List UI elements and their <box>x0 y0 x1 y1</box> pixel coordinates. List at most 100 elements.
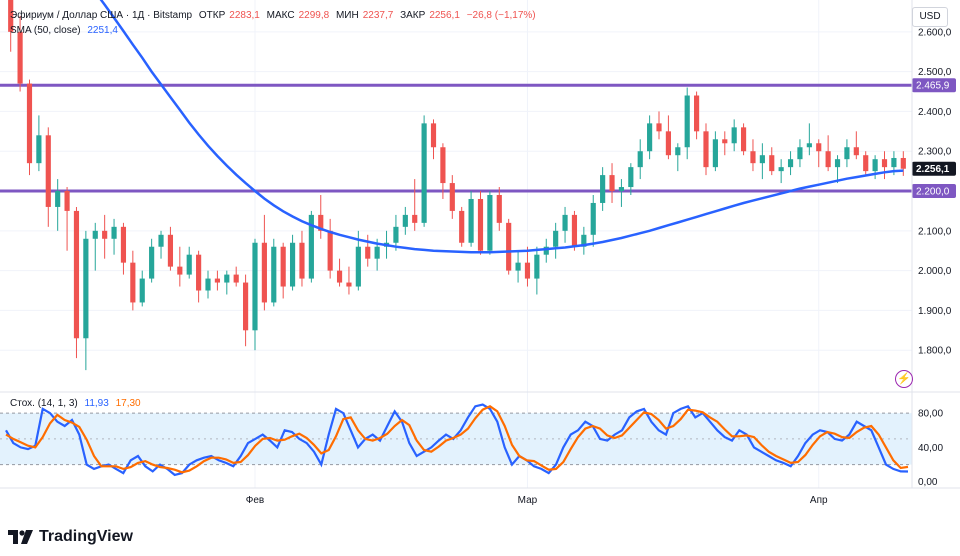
change-value: −26,8 (−1,17%) <box>466 10 536 21</box>
price-tick-label: 1.800,0 <box>918 346 952 357</box>
time-tick-label: Фев <box>246 495 264 506</box>
candle-body <box>487 195 493 251</box>
last-price-badge <box>912 161 956 176</box>
candle-body <box>17 31 23 84</box>
candle-body <box>186 254 192 275</box>
candle-body <box>196 254 202 291</box>
candle-body <box>111 226 117 239</box>
candle-body <box>83 238 89 339</box>
currency-button[interactable]: USD <box>912 7 948 27</box>
price-tick-label: 2.500,0 <box>918 67 952 78</box>
candle-body <box>524 262 531 279</box>
candle-body <box>844 147 850 160</box>
candle-body <box>243 282 249 331</box>
candle-body <box>430 123 437 148</box>
high-value: 2299,8 <box>298 10 330 21</box>
candle-body <box>506 222 512 271</box>
level-badge <box>912 78 956 93</box>
candle-body <box>609 175 615 192</box>
candle-body <box>139 278 145 303</box>
stoch-label: Стох. (14, 1, 3) <box>10 398 78 409</box>
candle-body <box>393 226 399 243</box>
candle-body <box>412 214 418 223</box>
time-axis: ФевМарАпрМай <box>246 495 828 506</box>
candle-body <box>45 135 51 207</box>
symbol-legend[interactable]: Эфириум / Доллар США · 1Д · Bitstamp ОТК… <box>10 10 540 21</box>
candle-body <box>55 191 61 207</box>
level-badge-label: 2.465,9 <box>916 81 950 92</box>
candle-body <box>459 210 465 243</box>
candle-body <box>402 214 408 227</box>
candle-body <box>271 246 277 303</box>
candle-body <box>468 198 474 243</box>
level-badge-label: 2.200,0 <box>916 187 950 198</box>
candle-body <box>233 274 239 283</box>
price-tick-label: 1.900,0 <box>918 306 952 317</box>
candle-body <box>600 175 606 203</box>
stoch-k-value: 11,93 <box>84 398 109 409</box>
price-badges: 2.465,9 2.200,0 2.256,1 <box>912 78 956 199</box>
candle-body <box>769 155 775 172</box>
candle-body <box>722 139 728 144</box>
candle-body <box>318 214 324 231</box>
candle-body <box>299 242 305 279</box>
stoch-line-0 <box>5 403 909 477</box>
candle-body <box>36 135 42 164</box>
sma-label: SMA (50, close) <box>10 25 81 36</box>
candle-body <box>618 187 625 192</box>
candle-body <box>26 83 33 164</box>
low-value: 2237,7 <box>362 10 394 21</box>
bolt-icon[interactable]: ⚡ <box>895 370 913 388</box>
candle-body <box>449 183 455 211</box>
candle-body <box>562 214 568 231</box>
tradingview-logo-icon <box>8 530 33 544</box>
candle-body <box>496 195 502 223</box>
candle-body <box>252 242 258 331</box>
candle-body <box>816 143 822 152</box>
candle-body <box>477 198 484 251</box>
horizontal-levels[interactable] <box>0 83 912 193</box>
candle-body <box>628 167 634 188</box>
candle-body <box>64 191 70 211</box>
candle-body <box>797 147 803 160</box>
stoch-legend[interactable]: Стох. (14, 1, 3) 11,93 17,30 <box>10 398 145 409</box>
open-label: ОТКР <box>198 10 226 21</box>
level-badge <box>912 184 956 199</box>
stochastic-pane: 0,00 40,00 80,00 <box>0 403 943 488</box>
candle-body <box>750 151 756 164</box>
tradingview-logo[interactable]: TradingView <box>8 528 133 546</box>
candle-body <box>534 254 540 279</box>
candle-body <box>872 159 878 172</box>
candle-body <box>825 151 831 168</box>
candle-body <box>8 0 14 32</box>
candle-body <box>158 234 164 247</box>
high-label: МАКС <box>266 10 295 21</box>
candle-body <box>834 159 841 168</box>
candle-body <box>130 262 136 303</box>
candle-body <box>327 230 333 271</box>
price-tick-label: 2.000,0 <box>918 266 952 277</box>
candle-body <box>553 230 559 247</box>
stoch-d-value: 17,30 <box>115 398 141 409</box>
candle-body <box>308 214 314 279</box>
candle-body <box>102 230 108 239</box>
stoch-tick-label: 40,00 <box>918 443 943 454</box>
stoch-line-1 <box>5 405 909 474</box>
price-tick-label: 2.400,0 <box>918 107 952 118</box>
candle-body <box>891 157 897 168</box>
candle-body <box>346 282 352 287</box>
price-tick-label: 2.300,0 <box>918 147 952 158</box>
price-tick-label: 2.100,0 <box>918 226 952 237</box>
candle-body <box>712 139 718 168</box>
candle-body <box>731 127 737 144</box>
candle-body <box>881 159 888 168</box>
candle-body <box>778 167 784 172</box>
candle-body <box>684 95 690 148</box>
candle-body <box>900 157 906 169</box>
candle-body <box>261 242 267 303</box>
sma-legend[interactable]: SMA (50, close) 2251,4 <box>10 25 122 36</box>
candle-body <box>740 127 747 152</box>
candle-body <box>637 151 643 168</box>
candlestick-series <box>8 0 906 371</box>
close-label: ЗАКР <box>400 10 426 21</box>
